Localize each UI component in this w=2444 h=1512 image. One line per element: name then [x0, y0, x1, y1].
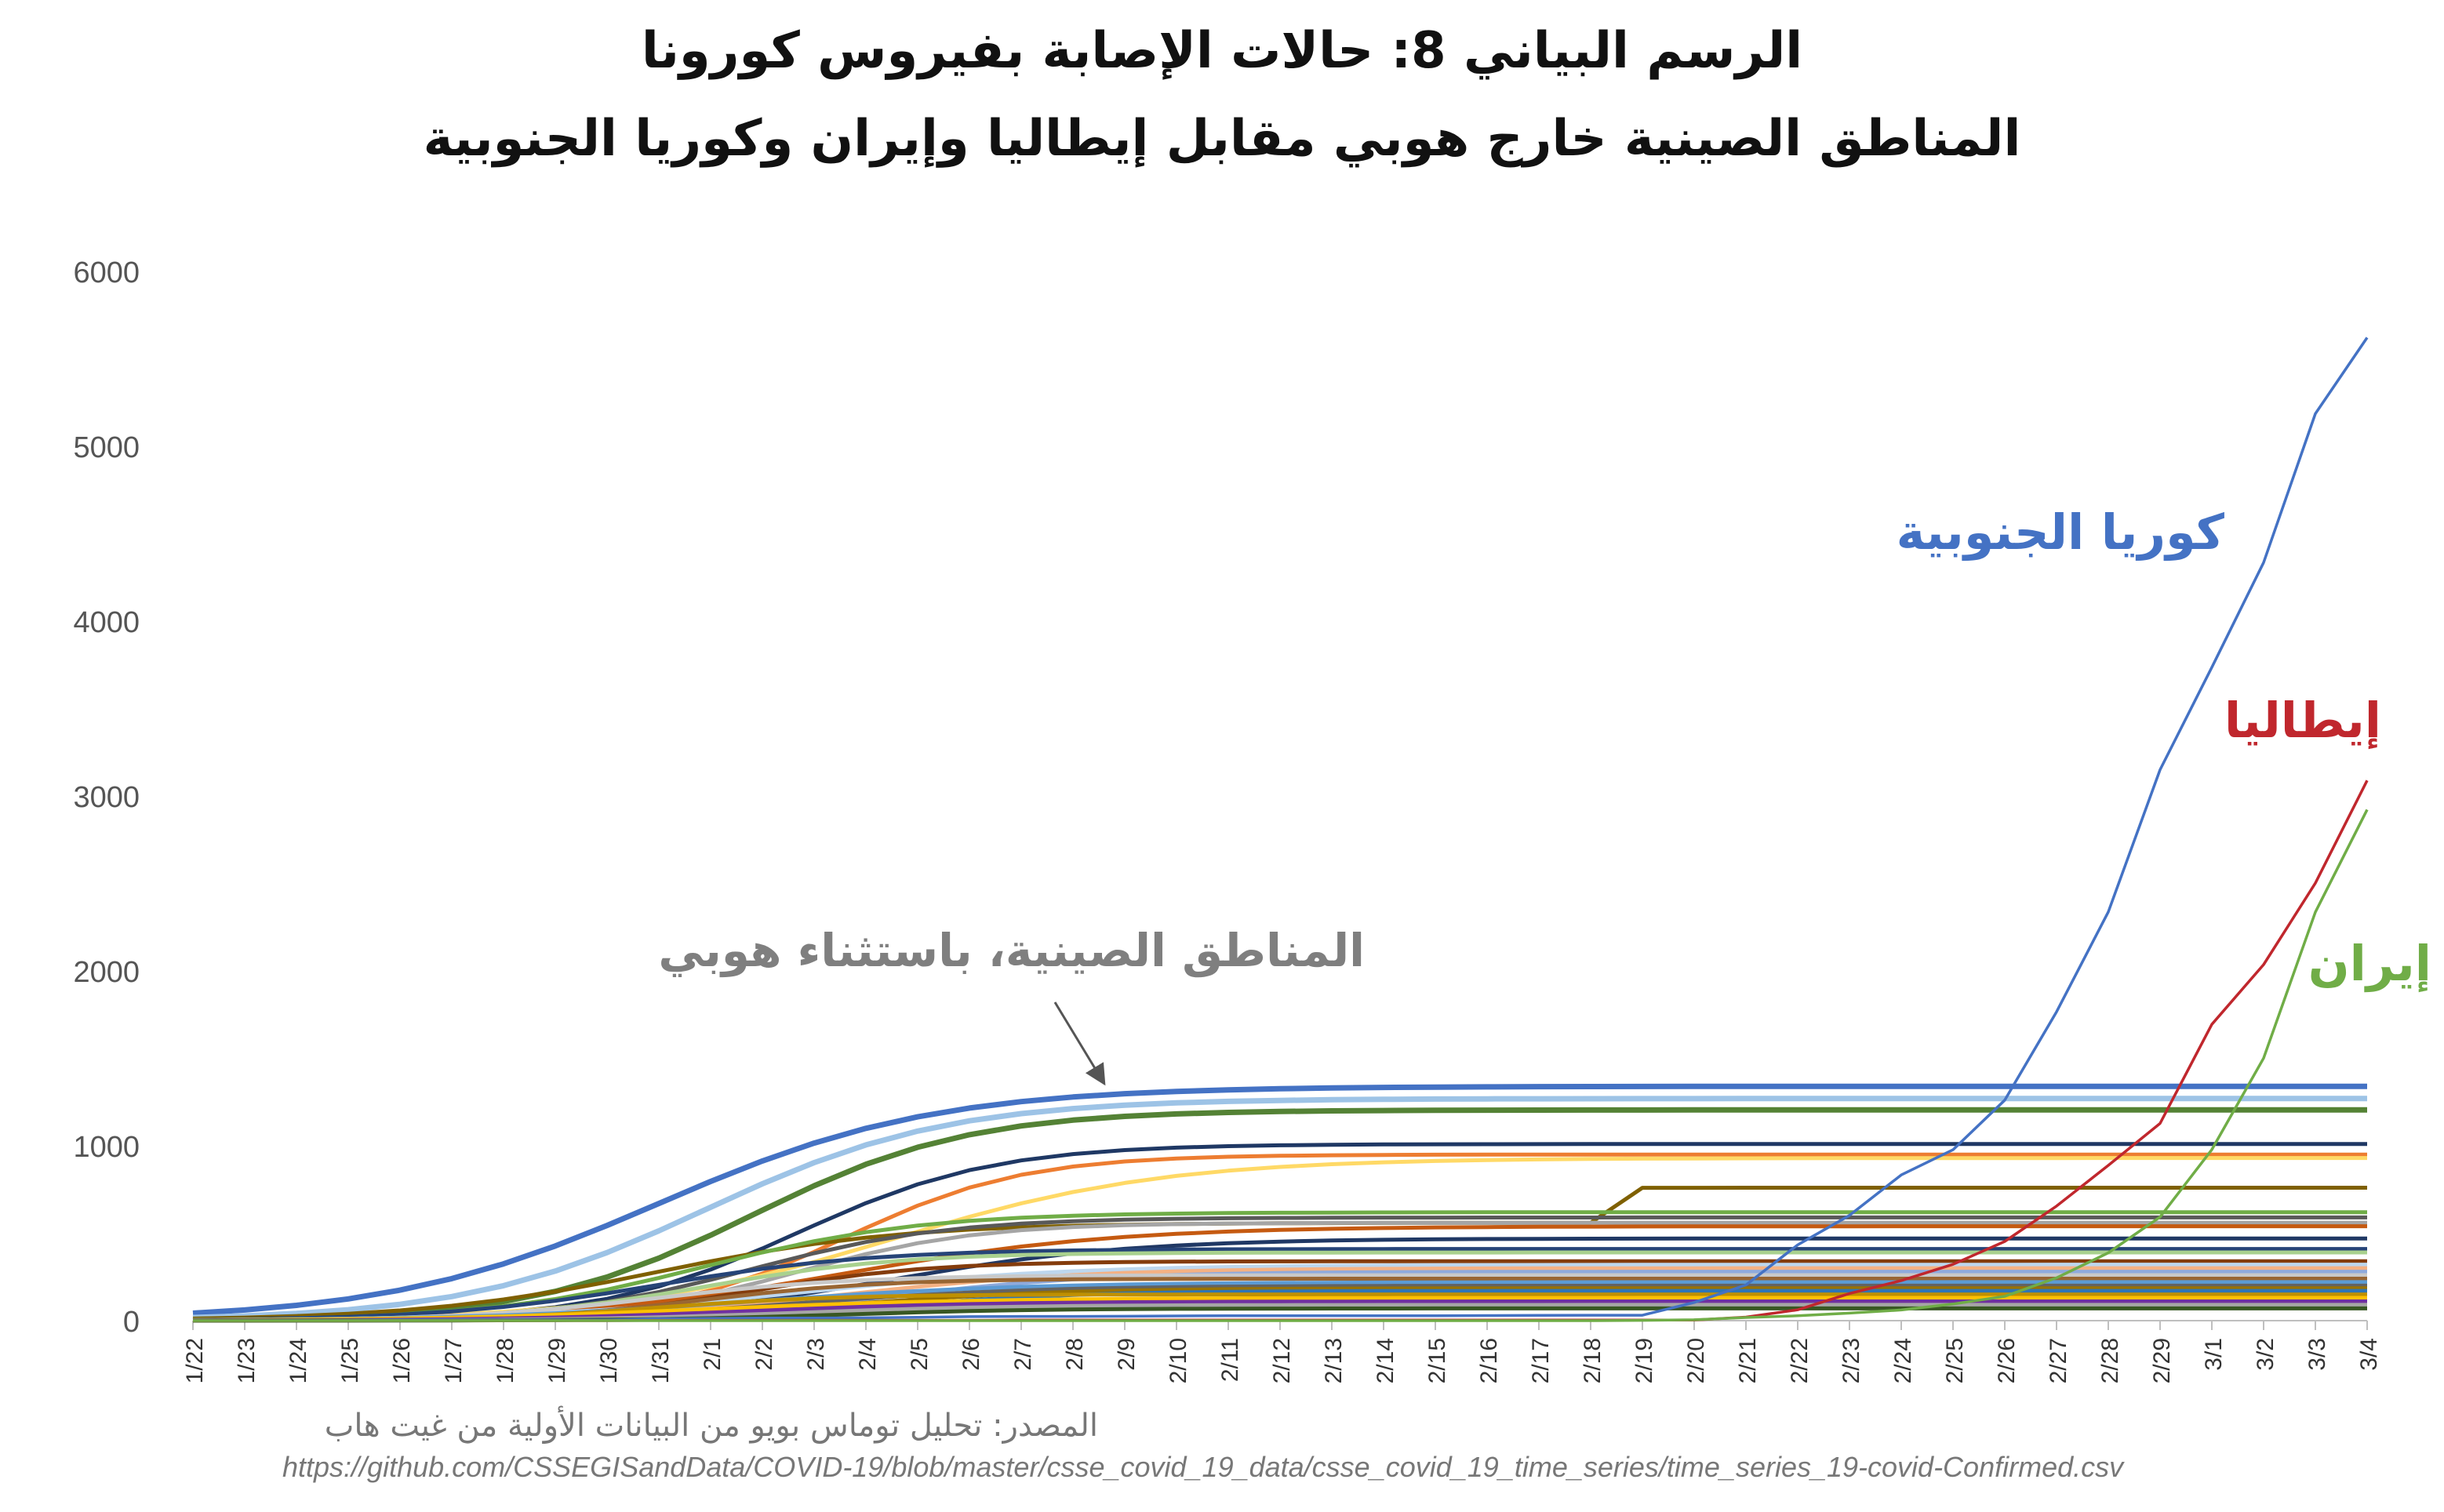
x-tick-label: 1/23: [234, 1338, 260, 1383]
y-tick-label: 5000: [73, 431, 140, 464]
x-tick-label: 1/31: [648, 1338, 674, 1383]
y-tick-label: 2000: [73, 956, 140, 989]
x-tick-label: 2/22: [1787, 1338, 1813, 1383]
x-tick-label: 2/18: [1580, 1338, 1606, 1383]
highlighted-series-lines: [193, 336, 2369, 1322]
province-line: [192, 1273, 2367, 1322]
x-tick-label: 2/1: [700, 1338, 726, 1371]
x-tick-label: 1/28: [493, 1338, 518, 1383]
y-tick-label: 4000: [73, 606, 140, 639]
source-url: https://github.com/CSSEGISandData/COVID-…: [282, 1451, 2124, 1483]
x-tick-label: 1/26: [389, 1338, 415, 1383]
x-tick-label: 2/10: [1166, 1338, 1191, 1383]
province-line: [192, 1083, 2367, 1316]
x-tick-label: 2/4: [855, 1338, 881, 1371]
x-tick-label: 1/22: [182, 1338, 208, 1383]
x-tick-label: 2/17: [1528, 1338, 1554, 1383]
x-tick-label: 1/25: [337, 1338, 363, 1383]
x-tick-label: 2/19: [1631, 1338, 1657, 1383]
x-tick-label: 1/24: [285, 1338, 311, 1383]
x-tick-label: 3/3: [2304, 1338, 2330, 1371]
province-line: [192, 1296, 2367, 1322]
x-tick-label: 2/9: [1114, 1338, 1140, 1371]
chart-title: الرسم البياني 8: حالات الإصابة بفيروس كو…: [641, 22, 1803, 80]
chart-subtitle: المناطق الصينية خارج هوبي مقابل إيطاليا …: [423, 110, 2021, 168]
label-iran: إيران: [2308, 935, 2431, 992]
y-tick-label: 0: [123, 1306, 140, 1339]
y-tick-label: 6000: [73, 256, 140, 289]
x-tick-label: 1/30: [596, 1338, 622, 1383]
x-tick-label: 2/21: [1735, 1338, 1761, 1383]
x-tick-label: 2/7: [1010, 1338, 1036, 1371]
annotation-arrow: [1053, 1001, 1106, 1086]
x-tick-label: 2/26: [1994, 1338, 2020, 1383]
source-note: المصدر: تحليل توماس بويو من البيانات الأ…: [324, 1408, 1098, 1444]
label-italy: إيطاليا: [2224, 692, 2381, 749]
chart-annotations: كوريا الجنوبية إيطاليا إيران المناطق الص…: [658, 503, 2431, 1086]
y-tick-label: 1000: [73, 1131, 140, 1164]
province-line: [192, 1247, 2367, 1322]
label-south-korea: كوريا الجنوبية: [1897, 503, 2225, 561]
x-tick-label: 2/27: [2046, 1338, 2071, 1383]
x-tick-label: 2/24: [1890, 1338, 1916, 1383]
x-tick-label: 3/2: [2253, 1338, 2279, 1371]
x-tick-label: 2/3: [803, 1338, 829, 1371]
x-tick-label: 2/23: [1838, 1338, 1864, 1383]
x-tick-label: 2/14: [1373, 1338, 1398, 1383]
x-tick-label: 2/2: [751, 1338, 777, 1371]
x-tick-label: 2/6: [958, 1338, 984, 1371]
x-tick-label: 2/29: [2149, 1338, 2175, 1383]
x-tick-label: 2/25: [1942, 1338, 1968, 1383]
series-line-0: [193, 336, 2369, 1322]
x-tick-label: 3/4: [2356, 1338, 2382, 1371]
x-tick-label: 2/12: [1269, 1338, 1295, 1383]
x-tick-label: 2/11: [1217, 1338, 1243, 1382]
x-tick-label: 1/29: [544, 1338, 570, 1383]
y-tick-label: 3000: [73, 781, 140, 814]
label-chinese-provinces: المناطق الصينية، باستثناء هوبي: [658, 924, 1365, 978]
x-tick-label: 2/15: [1424, 1338, 1450, 1383]
series-line-2: [193, 809, 2369, 1322]
x-tick-label: 2/20: [1683, 1338, 1709, 1383]
x-tick-label: 2/16: [1476, 1338, 1502, 1383]
x-tick-label: 2/5: [907, 1338, 933, 1371]
x-tick-label: 2/8: [1062, 1338, 1088, 1371]
x-tick-label: 3/1: [2201, 1338, 2227, 1371]
x-tick-label: 2/13: [1321, 1338, 1347, 1383]
province-lines: [192, 1083, 2367, 1323]
x-tick-label: 2/28: [2097, 1338, 2123, 1383]
x-tick-label: 1/27: [441, 1338, 467, 1383]
